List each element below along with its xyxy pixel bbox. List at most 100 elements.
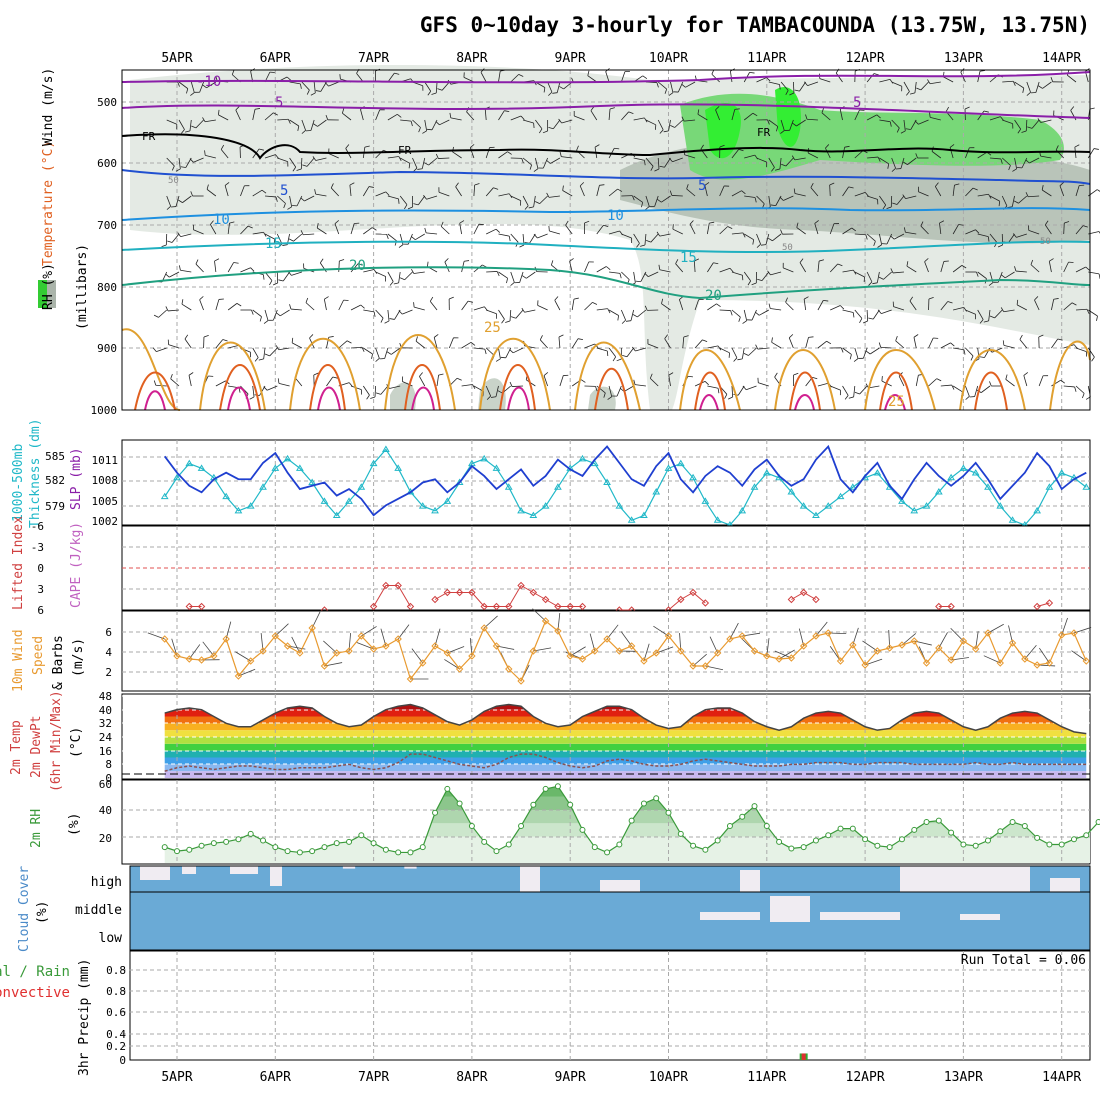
date-label: 14APR — [1042, 1070, 1081, 1085]
temp-band — [122, 751, 1090, 758]
wind-barb — [735, 109, 740, 110]
cloud-level-middle: middle — [75, 903, 122, 918]
rh2m-point — [985, 838, 990, 843]
ytick: 60 — [99, 778, 112, 791]
contour-label: 5 — [275, 95, 283, 111]
date-label: 13APR — [944, 1070, 983, 1085]
rh2m-point — [285, 849, 290, 854]
ytick: 2 — [105, 666, 112, 679]
rh2m-point — [973, 843, 978, 848]
ytick: 40 — [99, 704, 112, 717]
date-label: 7APR — [358, 1070, 389, 1085]
run-total: Run Total = 0.06 — [961, 953, 1086, 968]
cloud-patch — [520, 866, 540, 892]
rh2m-point — [334, 841, 339, 846]
date-label: 5APR — [161, 51, 192, 66]
rh2m-point — [875, 843, 880, 848]
wind-barb — [399, 199, 400, 204]
rh2m-point — [629, 818, 634, 823]
rh2m-point — [1035, 835, 1040, 840]
axis-label-cloud-cover: Cloud Cover — [17, 866, 32, 952]
cloud-patch — [700, 912, 760, 920]
rh2m-point — [175, 849, 180, 854]
precip-panel: Run Total = 0.06 0.8 0.8 0.6 0.4 0.2 0 T… — [0, 951, 1090, 1076]
lifted-index-panel: -6 -3 0 3 6 Lifted Index CAPE (J/kg) — [11, 516, 1090, 617]
rh2m-point — [1071, 837, 1076, 842]
rh2m-point — [383, 847, 388, 852]
date-label: 13APR — [944, 51, 983, 66]
rh2m-point — [592, 845, 597, 850]
cloud-patch — [770, 896, 810, 922]
date-label: 14APR — [1042, 51, 1081, 66]
date-label: 9APR — [555, 1070, 586, 1085]
rh2m-point — [813, 838, 818, 843]
axis-label-cape: CAPE (J/kg) — [69, 522, 84, 608]
precip-convective-bar — [802, 1053, 806, 1060]
rh2m-point — [187, 847, 192, 852]
axis-label-wind: Wind (m/s) — [41, 68, 56, 146]
ytick: 16 — [99, 745, 112, 758]
date-label: 8APR — [456, 51, 487, 66]
ytick: 0.8 — [106, 964, 126, 977]
axis-label-slp: SLP (mb) — [69, 447, 84, 510]
axis-label-convective: Convective — [0, 985, 70, 1001]
cloud-patch — [270, 866, 282, 886]
ytick: 582 — [45, 474, 65, 487]
date-label: 11APR — [747, 51, 786, 66]
contour-label: 20 — [705, 288, 722, 304]
contour-label: 25 — [484, 320, 501, 336]
date-label: 12APR — [846, 1070, 885, 1085]
ytick: 0.6 — [106, 1006, 126, 1019]
axis-label-lifted-index: Lifted Index — [11, 516, 26, 610]
ytick: 32 — [99, 717, 112, 730]
rh2m-point — [605, 850, 610, 855]
axis-label-temp-units: (°C) — [69, 727, 84, 758]
contour-label: 10 — [607, 208, 624, 224]
cloud-patch — [900, 866, 1030, 892]
rh2m-point — [777, 839, 782, 844]
date-label: 12APR — [846, 51, 885, 66]
axis-label-minmax: (6hr Min/Max) — [49, 690, 64, 792]
ytick: 4 — [105, 646, 112, 659]
rh2m-point — [654, 796, 659, 801]
rh2m-point — [580, 827, 585, 832]
ytick: 900 — [97, 342, 117, 355]
axis-label-wind10m: 10m Wind — [11, 629, 26, 692]
date-label: 10APR — [649, 1070, 688, 1085]
ytick: 1000 — [91, 404, 118, 417]
rh2m-point — [347, 839, 352, 844]
rh2m-point — [568, 802, 573, 807]
contour-label: FR — [142, 130, 156, 143]
temp-band — [122, 758, 1090, 765]
axis-label-precip: 3hr Precip (mm) — [77, 959, 92, 1076]
temp-band — [122, 771, 1090, 778]
rh2m-point — [617, 842, 622, 847]
wind-barb — [761, 245, 766, 246]
rh2m-point — [789, 846, 794, 851]
rh2m-point — [899, 837, 904, 842]
wind-barb — [427, 129, 432, 130]
ytick: 20 — [99, 832, 112, 845]
cloud-patch — [230, 866, 258, 874]
ytick: -3 — [31, 541, 44, 554]
rh2m-point — [740, 814, 745, 819]
chart-title: GFS 0~10day 3-hourly for TAMBACOUNDA (13… — [420, 13, 1090, 37]
ytick: 700 — [97, 219, 117, 232]
rh2m-point — [666, 810, 671, 815]
ytick: 8 — [105, 758, 112, 771]
rh2m-point — [838, 826, 843, 831]
rh2m-point — [420, 845, 425, 850]
ytick: 1011 — [92, 454, 119, 467]
contour-label: 5 — [853, 95, 861, 111]
contour-label: 10 — [213, 212, 230, 228]
axis-label-thickness-1: 1000-500mb — [11, 444, 26, 522]
axis-label-thickness-2: Thickness (dm) — [28, 418, 43, 528]
ytick: -6 — [31, 520, 44, 533]
contour-label: FR — [757, 126, 771, 139]
rh2m-point — [555, 784, 560, 789]
rh2m-point — [850, 826, 855, 831]
rh2m-point — [1010, 820, 1015, 825]
axis-label-millibars: (millibars) — [75, 244, 90, 330]
date-label: 9APR — [555, 51, 586, 66]
